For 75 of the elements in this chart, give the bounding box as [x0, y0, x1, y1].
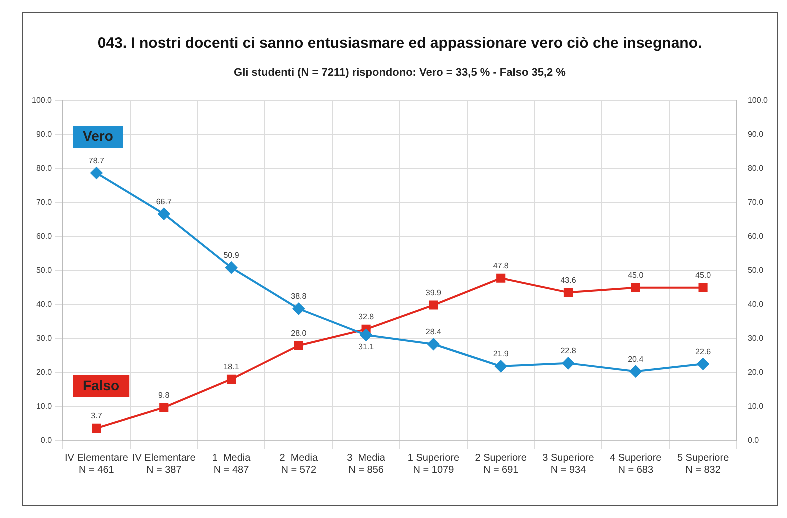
- point: [226, 262, 238, 274]
- point: [564, 288, 574, 298]
- x-tick-label: 3 Superiore N = 934: [542, 452, 595, 476]
- y-tick-label: 30.0: [36, 334, 53, 344]
- x-tick-label: IV Elementare N = 387: [132, 452, 196, 476]
- y-tick-label: 40.0: [36, 300, 53, 310]
- point: [428, 338, 440, 350]
- data-label: 28.4: [426, 328, 442, 337]
- x-tick-label: 4 Superiore N = 683: [610, 452, 662, 476]
- x-tick-label: 5 Superiore N = 832: [677, 452, 730, 476]
- y-tick-label: 70.0: [36, 198, 53, 208]
- point: [226, 374, 236, 384]
- data-label: 9.8: [158, 390, 170, 400]
- point: [292, 303, 305, 316]
- data-label: 32.8: [358, 312, 375, 322]
- data-label: 45.0: [628, 271, 644, 280]
- point: [92, 424, 102, 433]
- data-label: 22.8: [560, 346, 577, 356]
- y2-tick-label: 60.0: [748, 232, 764, 242]
- data-label: 3.7: [91, 412, 103, 421]
- point: [697, 358, 710, 370]
- point: [698, 283, 708, 292]
- data-label: 47.8: [493, 262, 510, 271]
- y2-tick-label: 80.0: [748, 164, 764, 174]
- chart-subtitle: Gli studenti (N = 7211) rispondono: Vero = 33,5 % - Falso 35,2 %: [233, 67, 567, 79]
- y-tick-label: 90.0: [36, 130, 53, 140]
- y2-tick-label: 90.0: [748, 130, 764, 140]
- data-label: 28.0: [291, 328, 308, 338]
- x-tick-label: 3 Media N = 856: [347, 452, 386, 476]
- data-label: 31.1: [358, 342, 375, 352]
- point: [630, 366, 642, 378]
- data-label: 39.9: [426, 288, 442, 298]
- x-tick-label: 1 Media N = 487: [212, 452, 252, 476]
- x-tick-label: 2 Superiore N = 691: [475, 452, 528, 476]
- data-label: 18.1: [224, 362, 240, 372]
- data-label: 78.7: [88, 156, 106, 166]
- series-label: Falso: [83, 377, 120, 394]
- y2-tick-label: 0.0: [748, 436, 760, 446]
- point: [495, 360, 508, 372]
- data-label: 22.6: [695, 347, 712, 356]
- y-tick-label: 20.0: [36, 368, 53, 378]
- y2-tick-label: 70.0: [748, 198, 764, 208]
- point: [158, 208, 170, 220]
- x-tick-label: 1 Superiore N = 1079: [408, 452, 460, 476]
- point: [294, 341, 304, 350]
- point: [631, 283, 640, 292]
- data-label: 20.4: [628, 354, 644, 364]
- series-label: Vero: [83, 128, 114, 144]
- point: [496, 274, 506, 283]
- data-label: 43.6: [560, 276, 577, 285]
- data-label: 21.9: [493, 350, 510, 359]
- data-label: 50.9: [224, 251, 240, 260]
- y2-tick-label: 100.0: [748, 96, 769, 106]
- chart-title: 043. I nostri docenti ci sanno entusiasmare ed appassionare vero ciò che insegnano.: [96, 35, 704, 52]
- y-tick-label: 80.0: [36, 164, 53, 174]
- point: [90, 167, 103, 180]
- y-tick-label: 0.0: [40, 436, 53, 446]
- y-tick-label: 100.0: [32, 96, 53, 106]
- x-tick-label: IV Elementare N = 461: [65, 452, 129, 476]
- y2-tick-label: 30.0: [748, 334, 764, 344]
- y-tick-label: 50.0: [36, 266, 53, 276]
- y-tick-label: 10.0: [36, 402, 53, 412]
- point: [429, 300, 438, 310]
- point: [360, 329, 372, 342]
- y2-tick-label: 10.0: [748, 402, 764, 412]
- y2-tick-label: 40.0: [748, 300, 764, 310]
- point: [160, 403, 169, 412]
- y2-tick-label: 20.0: [748, 368, 764, 378]
- data-label: 45.0: [695, 271, 712, 280]
- x-tick-label: 2 Media N = 572: [280, 452, 319, 476]
- y-tick-label: 60.0: [36, 232, 53, 242]
- point: [562, 357, 574, 370]
- data-label: 38.8: [291, 292, 308, 302]
- data-label: 66.7: [156, 197, 172, 206]
- y2-tick-label: 50.0: [748, 266, 764, 276]
